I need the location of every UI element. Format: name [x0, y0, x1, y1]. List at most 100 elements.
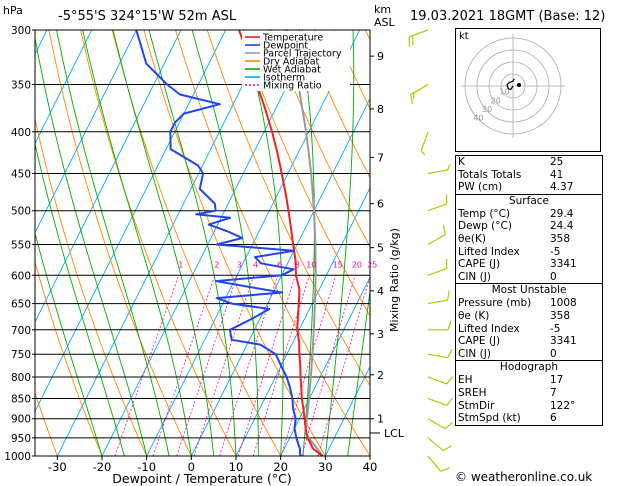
index-row-pw: PW (cm) 4.37 [458, 181, 574, 194]
wind-barb-flag [410, 94, 414, 104]
wet-adiabat-line [56, 30, 170, 456]
legend-entry: Dewpoint [263, 41, 308, 52]
height-tick-label: 1 [377, 413, 384, 426]
wind-barb-flag [446, 376, 454, 385]
wind-barb-shaft [427, 267, 447, 276]
asl-label: ASL [374, 16, 396, 29]
trace-dewpoint [135, 30, 302, 456]
wind-barb-flag [447, 320, 452, 330]
surface-row: Lifted Index -5 [458, 245, 561, 258]
most-unstable-title: Most Unstable [491, 284, 567, 297]
pressure-tick-label: 850 [11, 393, 31, 405]
isotherm-line [101, 30, 316, 456]
pressure-tick-label: 650 [11, 299, 31, 311]
mu-row: Lifted Index -5 [458, 322, 561, 335]
pressure-tick-label: 950 [11, 433, 31, 445]
hodograph-ring-label: 10 [499, 88, 509, 97]
height-tick-label: 9 [377, 50, 384, 63]
mixing-ratio-line [176, 275, 238, 456]
mixing-ratio-line [317, 275, 370, 456]
pressure-tick-label: 600 [11, 270, 31, 282]
pressure-tick-label: 350 [11, 80, 31, 92]
mixing-ratio-label: 2 [214, 260, 219, 269]
pressure-tick-label: 400 [11, 127, 31, 139]
pressure-tick-label: 750 [11, 349, 31, 361]
isotherm-line [190, 97, 370, 456]
dry-adiabat-line [301, 30, 370, 179]
isotherm-line [35, 30, 93, 145]
mixing-ratio-label: 25 [367, 260, 377, 269]
legend-entry: Parcel Trajectory [263, 49, 342, 60]
wind-barb-flag [420, 150, 426, 156]
plot-frame [34, 29, 371, 457]
isotherm-line [35, 30, 137, 234]
dry-adiabat-line [238, 30, 370, 317]
storm-motion-marker [517, 83, 521, 87]
lcl-label: LCL [384, 427, 405, 440]
hodograph-ring-label: 20 [491, 96, 501, 105]
mixing-ratio-label: 3 [237, 260, 242, 269]
height-tick-label: 5 [377, 242, 384, 255]
wind-barb-shaft [427, 299, 448, 305]
wet-adiabat-line [82, 30, 192, 456]
wind-barb-flag [447, 290, 450, 301]
pressure-tick-label: 450 [11, 168, 31, 180]
mixing-ratio-label: 4 [253, 260, 258, 269]
wind-barb-flag [443, 445, 452, 452]
temperature-tick-label: -10 [137, 460, 156, 474]
isotherm-line [0, 30, 2, 456]
surface-row: Dewp (°C) 24.4 [458, 220, 574, 233]
hodo-row: SREH 7 [458, 386, 557, 399]
hodo-row: EH 17 [458, 374, 564, 387]
trace-temperature [238, 30, 324, 456]
temperature-tick-label: 40 [363, 460, 378, 474]
surface-row: Temp (°C) 29.4 [458, 207, 574, 220]
hodograph-ring-label: 30 [482, 105, 492, 114]
index-row-k: K 25 [458, 156, 564, 168]
mixing-ratio-line [219, 275, 279, 456]
mu-row: CAPE (J) 3341 [458, 335, 577, 348]
pressure-axis: 300 350 400 450 500 550 600 650 700 750 800 850 900 9… [4, 25, 35, 463]
hodo-row: StmSpd (kt) 6 [458, 412, 557, 425]
station-title: -5°55'S 324°15'W 52m ASL [58, 9, 237, 24]
temperature-tick-label: 0 [188, 460, 195, 474]
copyright-text: © weatheronline.co.uk [455, 470, 593, 484]
surface-section: Surface Temp (°C) 29.4 Dewp (°C) 24.4 θe(K… [456, 193, 602, 284]
pressure-tick-label: 700 [11, 325, 31, 337]
most-unstable-section: Most Unstable Pressure (mb) 1008 θe (K) 35… [456, 283, 602, 360]
dry-adiabat-line [270, 30, 370, 248]
height-axis: 1 2 3 4 5 6 7 8 9 [370, 50, 384, 434]
mixing-ratio-line [280, 275, 337, 456]
hodo-row: StmDir 122° [458, 399, 576, 412]
pressure-tick-label: 500 [11, 206, 31, 218]
height-tick-label: 3 [377, 328, 384, 341]
temperature-tick-label: -30 [48, 460, 67, 474]
pressure-tick-label: 800 [11, 372, 31, 384]
x-axis-label: Dewpoint / Temperature (°C) [112, 471, 291, 486]
surface-title: Surface [508, 194, 549, 207]
mu-row: Pressure (mb) 1008 [458, 297, 577, 310]
temperature-tick-label: 10 [229, 460, 244, 474]
isotherm-line [146, 30, 361, 456]
wind-barb-shaft [427, 353, 448, 359]
mixing-ratio-label: 20 [352, 260, 362, 269]
height-tick-label: 7 [377, 151, 384, 164]
indices-panel: K 25 Totals Totals 41 PW (cm) 4.37 Surface … [455, 155, 603, 426]
dry-adiabat-line [397, 30, 455, 456]
legend-entry: Mixing Ratio [263, 81, 322, 92]
surface-row: CIN (J) 0 [458, 270, 557, 283]
legend-entry: Wet Adiabat [263, 65, 321, 76]
pressure-tick-label: 550 [11, 239, 31, 251]
wind-barb-flag [446, 397, 454, 406]
mixing-ratio-axis-label: Mixing Ratio (g/kg) [388, 228, 401, 332]
height-tick-label: 8 [377, 103, 384, 116]
wind-barb-shaft [420, 131, 429, 151]
wind-barb-shaft [427, 455, 442, 472]
datetime-title: 19.03.2021 18GMT (Base: 12) [410, 9, 606, 24]
pressure-tick-label: 1000 [4, 451, 31, 463]
hodograph-ring-label: 40 [473, 114, 483, 123]
isotherm-line [324, 365, 370, 456]
wind-barb-shaft [427, 397, 447, 406]
pressure-tick-label: 300 [11, 25, 31, 37]
